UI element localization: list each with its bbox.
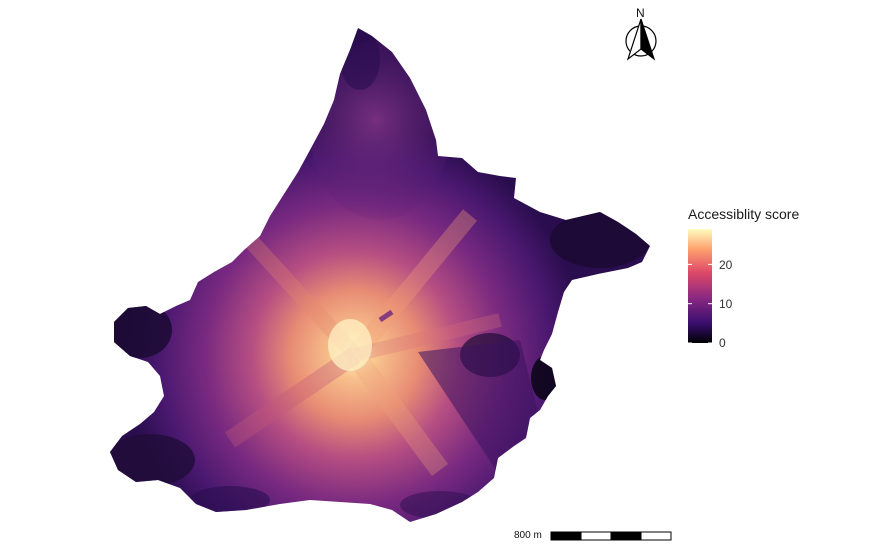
- north-label: N: [636, 6, 645, 20]
- scale-bar: [550, 531, 672, 541]
- scale-bar-segment: [550, 531, 582, 541]
- scale-bar-segment: [640, 531, 672, 541]
- legend: [688, 229, 712, 344]
- scale-bar-segment: [610, 531, 642, 541]
- legend-tick-label: 0: [719, 336, 726, 350]
- north-arrow-icon: [625, 18, 657, 61]
- scale-bar-label: 800 m: [514, 530, 542, 541]
- legend-tick-label: 10: [719, 297, 733, 311]
- legend-tick-label: 20: [719, 258, 733, 272]
- legend-ticks: [688, 263, 712, 344]
- legend-title: Accessiblity score: [688, 206, 800, 222]
- accessibility-surface: [110, 28, 650, 522]
- scale-bar-segment: [580, 531, 612, 541]
- legend-colorbar: [688, 229, 712, 343]
